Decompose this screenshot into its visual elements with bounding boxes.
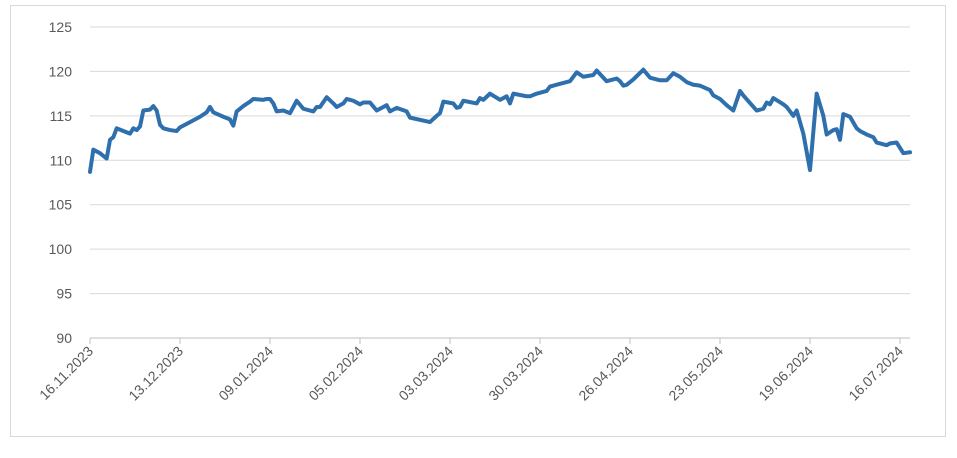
y-tick-label: 100: [49, 241, 73, 257]
y-tick-label: 95: [56, 286, 72, 302]
y-tick-label: 110: [50, 152, 73, 168]
plot: [88, 67, 912, 174]
chart-border: [10, 5, 946, 437]
y-tick-label: 115: [50, 108, 73, 124]
y-tick-label: 90: [56, 330, 72, 346]
y-tick-label: 125: [49, 19, 73, 35]
y-tick-label: 120: [49, 63, 73, 79]
series-line: [88, 67, 912, 174]
y-tick-label: 105: [49, 197, 73, 213]
grid: [89, 26, 910, 344]
